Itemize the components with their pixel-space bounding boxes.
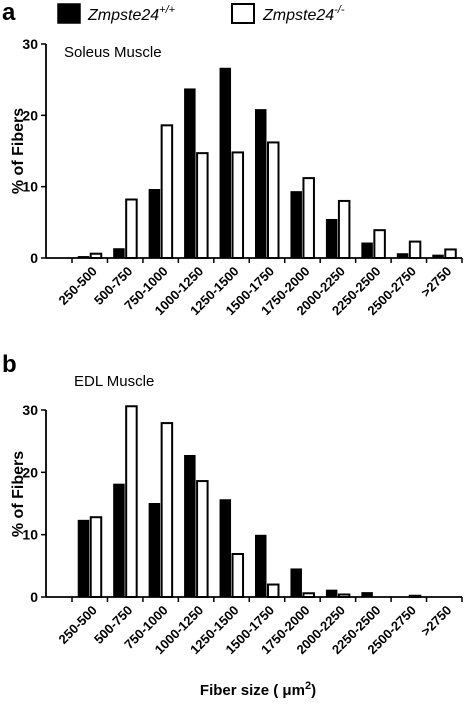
panel-b-bar-wt-1 (113, 483, 125, 598)
panel-a-x-tick-label-0: 250-500 (55, 264, 99, 308)
legend: Zmpste24+/+ Zmpste24-/- (57, 3, 345, 24)
panel-a-bar-wt-6 (290, 191, 302, 259)
legend-swatch-wt (57, 3, 81, 24)
panel-b-bar-wt-6 (290, 568, 302, 598)
panel-b-bar-ko-5 (267, 583, 280, 598)
panel-b-y-tick-label-1: 10 (22, 527, 38, 543)
panel-a-y-tick-label-1: 10 (22, 179, 38, 195)
panel-b-bar-wt-2 (148, 503, 161, 598)
panel-a-y-tick-label-0: 0 (30, 250, 38, 266)
panel-a-bar-ko-4 (231, 151, 245, 259)
panel-a-bar-wt-5 (255, 109, 267, 259)
panel-b-y-tick-label-0: 0 (30, 589, 38, 605)
panel-b-bar-ko-2 (160, 422, 174, 598)
panel-a-bar-wt-4 (219, 67, 232, 259)
panel-a-bar-ko-8 (373, 229, 386, 259)
panel-a-bar-wt-1 (113, 248, 125, 259)
panel-a-bar-ko-3 (196, 152, 209, 259)
panel-a-bar-wt-3 (184, 88, 196, 259)
panel-a-x-tick-label-10: >2750 (418, 264, 454, 300)
panel-b-title: EDL Muscle (74, 373, 154, 390)
panel-a-bar-ko-2 (160, 124, 174, 259)
panel-a-y-tick-label-3: 30 (22, 36, 38, 52)
panel-b-y-tick-label-2: 20 (22, 464, 38, 480)
panel-b-x-tick-label-0: 250-500 (55, 603, 99, 647)
panel-b-bar-wt-7 (325, 589, 338, 598)
panel-a-bar-ko-6 (302, 177, 315, 260)
panel-a-bar-ko-10 (444, 248, 457, 260)
panel-b-bar-wt-0 (77, 519, 90, 598)
panel-a-title: Soleus Muscle (64, 44, 162, 61)
panel-b-y-axis-label: % of Fibers (10, 451, 27, 537)
panel-b-edl: b EDL Muscle % of Fibers 250-500500-7507… (2, 351, 463, 657)
panel-b-bar-wt-5 (255, 534, 267, 598)
legend-label-ko: Zmpste24-/- (262, 4, 345, 24)
panel-letter-b: b (2, 351, 17, 378)
panel-b-bar-ko-3 (196, 480, 209, 598)
panel-letter-a: a (2, 0, 16, 26)
panel-a-y-tick-label-2: 20 (22, 107, 38, 123)
panel-a-bar-ko-7 (337, 199, 351, 259)
panel-a-soleus: a Soleus Muscle % of Fibers 250-500500-7… (2, 0, 463, 318)
panel-b-bar-ko-1 (125, 405, 138, 599)
panel-a-bar-ko-9 (408, 240, 422, 260)
x-axis-label: Fiber size ( μm2) (200, 680, 316, 699)
panel-a-bar-wt-2 (148, 189, 161, 259)
panel-a-bar-ko-5 (267, 141, 280, 259)
panel-b-y-tick-label-3: 30 (22, 402, 38, 418)
panel-a-bar-ko-1 (125, 198, 138, 259)
panel-a-bar-wt-8 (361, 242, 373, 259)
panel-a-y-axis-label: % of Fibers (10, 108, 27, 194)
panel-b-x-tick-label-10: >2750 (418, 603, 454, 639)
panel-b-bar-wt-4 (219, 499, 232, 598)
panel-b-bar-ko-4 (231, 552, 245, 598)
panel-b-bar-wt-3 (184, 455, 196, 598)
legend-swatch-ko (231, 3, 255, 24)
panel-b-bar-ko-0 (89, 516, 103, 598)
legend-label-wt: Zmpste24+/+ (87, 4, 176, 24)
panel-a-bar-wt-7 (325, 218, 338, 259)
